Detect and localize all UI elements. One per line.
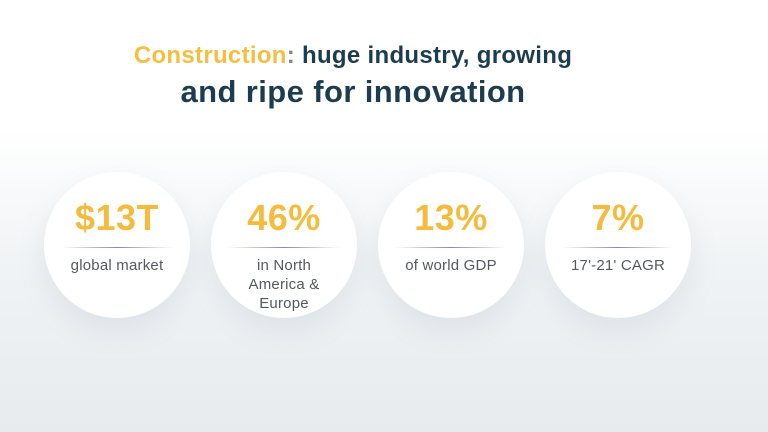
divider [61,247,173,248]
page-title: Construction: huge industry, growing and… [0,41,737,110]
stat-value: $13T [74,197,160,238]
divider [228,247,340,248]
stat-value: 7% [591,197,645,238]
title-colon: : [286,42,296,69]
stat-circle-cagr: 7% 17'-21' CAGR [545,172,691,318]
title-line-2: and ripe for innovation [180,74,526,109]
divider [562,247,674,248]
stat-value: 13% [414,197,488,238]
stat-circle-world-gdp: 13% of world GDP [378,172,524,318]
stat-label: of world GDP [405,257,497,274]
stat-label: 17'-21' CAGR [571,257,665,274]
title-highlight: Construction [133,42,287,69]
title-line-1: Construction: huge industry, growing [0,41,737,71]
title-line1-rest: huge industry, growing [295,42,573,69]
stat-circle-global-market: $13T global market [44,172,190,318]
stat-label: global market [70,257,164,274]
stat-value: 46% [247,197,321,238]
stat-label: in North America & Europe [248,257,320,312]
stats-row: $13T global market 46% in North America … [44,172,691,318]
divider [395,247,507,248]
stat-circle-north-america-europe: 46% in North America & Europe [211,172,357,318]
